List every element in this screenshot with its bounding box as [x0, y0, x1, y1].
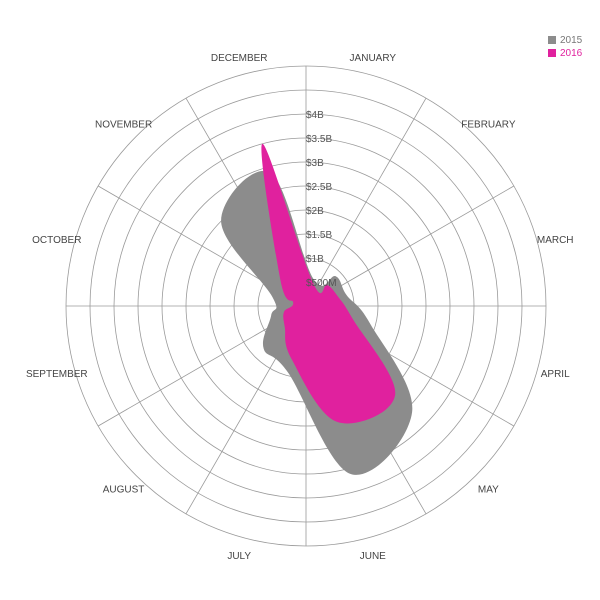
category-label: JULY: [227, 551, 251, 562]
category-label: DECEMBER: [211, 53, 268, 64]
legend-swatch-2015: [548, 36, 556, 44]
category-label: JUNE: [360, 551, 386, 562]
legend: 2015 2016: [548, 34, 582, 60]
category-label: MARCH: [537, 235, 574, 246]
category-labels: JANUARY FEBRUARY MARCH APRIL MAY JUNE JULY AUGU…: [26, 53, 574, 562]
radial-tick-label: $4B: [306, 110, 324, 121]
category-label: JANUARY: [350, 53, 397, 64]
radial-tick-label: $2.5B: [306, 182, 332, 193]
radar-series: [221, 143, 413, 475]
radial-tick-label: $500M: [306, 278, 337, 289]
category-label: MAY: [478, 484, 499, 495]
radial-tick-label: $3.5B: [306, 134, 332, 145]
radial-tick-label: $3B: [306, 158, 324, 169]
legend-item-2016[interactable]: 2016: [548, 47, 582, 59]
radial-tick-label: $1.5B: [306, 230, 332, 241]
grid-spoke: [305, 97, 427, 307]
category-label: FEBRUARY: [461, 120, 516, 131]
radial-tick-label: $2B: [306, 206, 324, 217]
radial-tick-labels: $500M $1B $1.5B $2B $2.5B $3B $3.5B $4B: [306, 110, 337, 289]
category-label: OCTOBER: [32, 235, 81, 246]
category-label: SEPTEMBER: [26, 369, 88, 380]
legend-label-2015: 2015: [560, 34, 583, 46]
series-area-2016: [261, 143, 396, 424]
legend-label-2016: 2016: [560, 47, 583, 59]
category-label: NOVEMBER: [95, 120, 152, 131]
category-label: APRIL: [541, 369, 570, 380]
category-label: AUGUST: [103, 484, 145, 495]
radial-tick-label: $1B: [306, 254, 324, 265]
legend-item-2015[interactable]: 2015: [548, 34, 582, 46]
legend-swatch-2016: [548, 49, 556, 57]
